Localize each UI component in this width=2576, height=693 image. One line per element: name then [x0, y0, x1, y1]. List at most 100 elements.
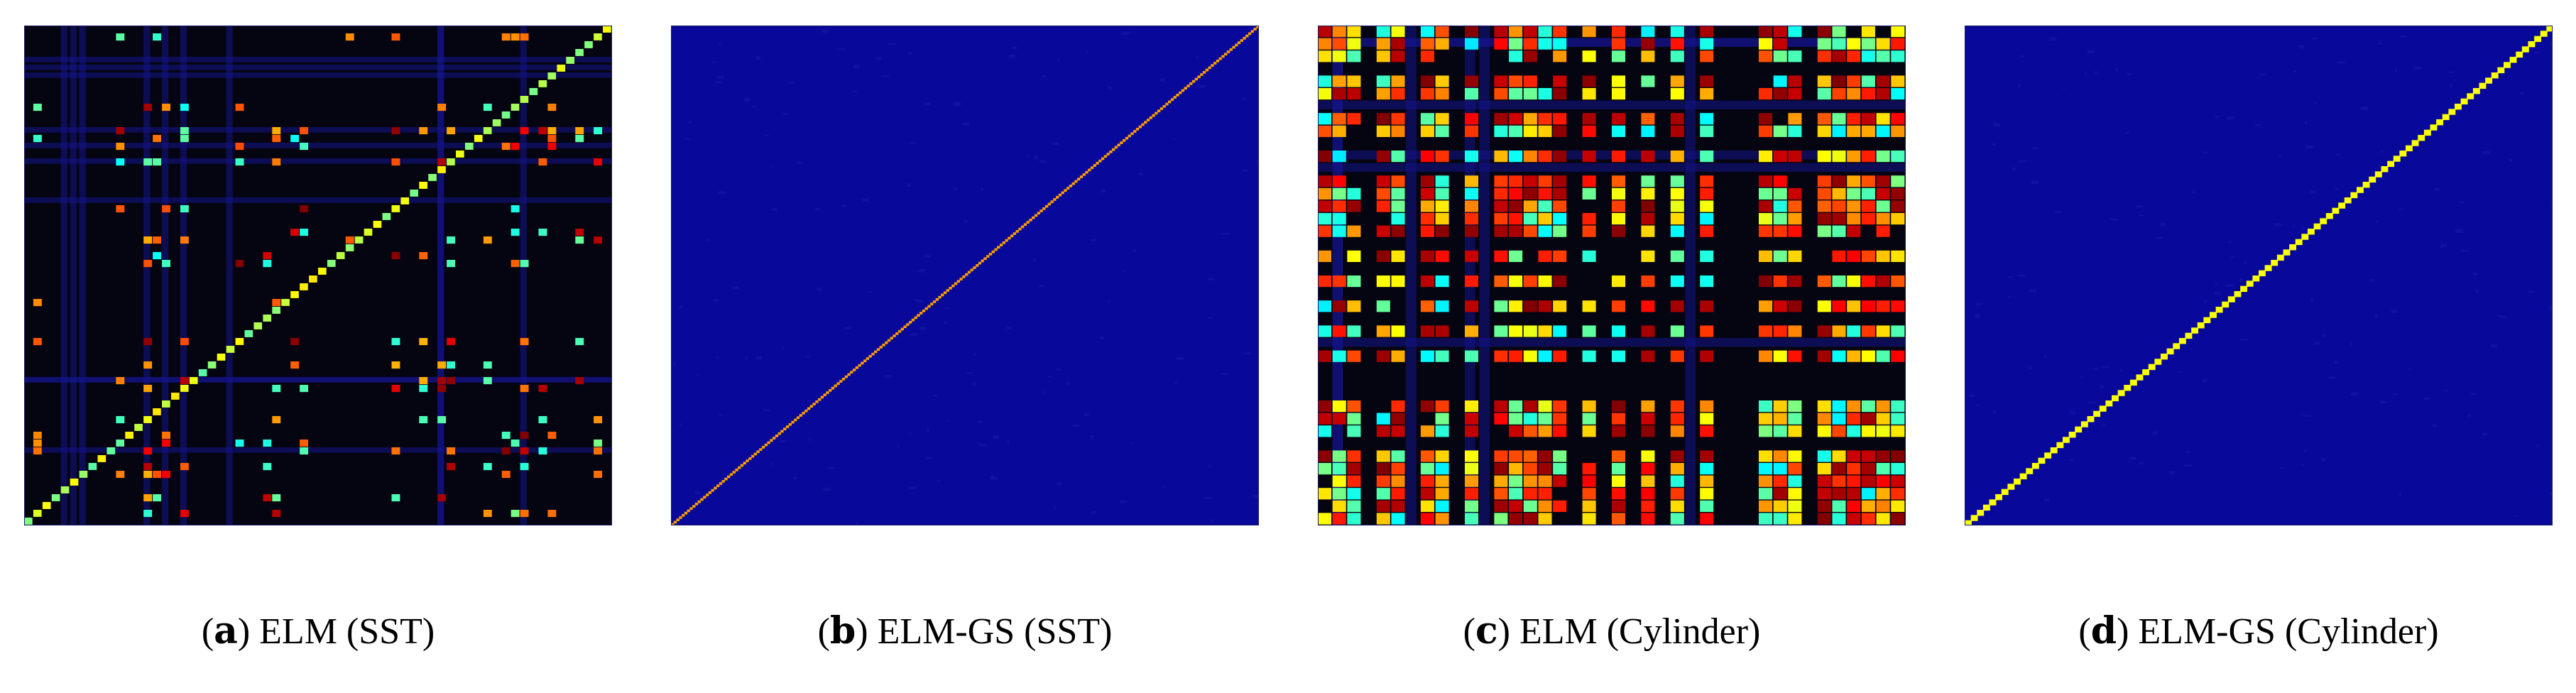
- heatmap-diagonal-cell: [2308, 229, 2315, 235]
- heatmap-cell: [1435, 350, 1449, 362]
- heatmap-cell: [1538, 151, 1552, 163]
- heatmap-cell: [1612, 125, 1626, 137]
- heatmap-cell: [1891, 187, 1905, 200]
- heatmap-cell: [1332, 500, 1346, 512]
- heatmap-cell: [1391, 325, 1405, 337]
- heatmap-diagonal-cell: [603, 26, 611, 33]
- heatmap-diagonal-cell: [711, 489, 714, 492]
- heatmap-cell: [1538, 38, 1552, 50]
- heatmap-diagonal-cell: [1010, 234, 1014, 238]
- heatmap-cell: [1876, 450, 1890, 462]
- heatmap-texture: [1007, 440, 1010, 443]
- heatmap-cell: [1773, 250, 1787, 262]
- heatmap-cell: [419, 127, 428, 135]
- heatmap-cell: [1376, 26, 1390, 38]
- heatmap-cell: [1891, 50, 1905, 62]
- heatmap-cell: [1832, 151, 1846, 163]
- heatmap-texture: [2228, 241, 2231, 244]
- heatmap-stripe: [1318, 163, 1906, 172]
- heatmap-diagonal-cell: [807, 407, 811, 410]
- heatmap-cell: [1788, 513, 1802, 525]
- heatmap-cell: [1523, 26, 1537, 38]
- heatmap-a-svg: [24, 26, 612, 525]
- heatmap-texture: [1086, 50, 1088, 54]
- heatmap-texture: [2337, 61, 2345, 64]
- heatmap-texture: [836, 48, 846, 50]
- heatmap-cell: [290, 361, 300, 369]
- heatmap-cell: [1420, 125, 1434, 137]
- heatmap-diagonal-cell: [970, 268, 973, 272]
- heatmap-cell: [1509, 500, 1523, 512]
- heatmap-texture: [910, 333, 918, 336]
- heatmap-texture: [2310, 298, 2314, 301]
- heatmap-texture: [756, 356, 762, 360]
- heatmap-cell: [1347, 187, 1361, 200]
- heatmap-cell: [1465, 300, 1479, 312]
- heatmap-cell: [1832, 175, 1846, 187]
- heatmap-cell: [1538, 450, 1552, 462]
- heatmap-texture: [706, 239, 711, 241]
- heatmap-cell: [1435, 488, 1449, 500]
- heatmap-cell: [1641, 151, 1655, 163]
- heatmap-cell: [153, 494, 162, 502]
- heatmap-cell: [116, 377, 125, 385]
- heatmap-cell: [1465, 125, 1479, 137]
- heatmap-cell: [1494, 513, 1508, 525]
- heatmap-cell: [447, 361, 456, 369]
- heatmap-texture: [2136, 206, 2143, 208]
- heatmap-diagonal-cell: [943, 291, 947, 295]
- heatmap-cell: [1876, 225, 1890, 237]
- heatmap-diagonal-cell: [2418, 135, 2425, 141]
- heatmap-diagonal-cell: [566, 57, 574, 64]
- heatmap-diagonal-cell: [2240, 285, 2248, 293]
- heatmap-diagonal-cell: [812, 403, 816, 405]
- heatmap-texture: [2080, 376, 2083, 378]
- heatmap-cell: [1700, 113, 1714, 125]
- heatmap-cell: [1347, 75, 1361, 87]
- heatmap-cell: [1435, 413, 1449, 425]
- heatmap-cell: [1553, 175, 1567, 187]
- heatmap-texture: [1056, 368, 1061, 371]
- heatmap-frame: [24, 26, 612, 525]
- heatmap-cell: [180, 338, 189, 346]
- heatmap-diagonal-cell: [538, 80, 547, 87]
- heatmap-cell: [1861, 425, 1875, 437]
- heatmap-diagonal-cell: [930, 302, 934, 306]
- heatmap-diagonal-cell: [1179, 91, 1182, 94]
- heatmap-texture: [1256, 160, 1259, 163]
- heatmap-cell: [1876, 75, 1890, 87]
- heatmap-diagonal-cell: [1970, 515, 1978, 521]
- heatmap-diagonal-cell: [1015, 230, 1019, 233]
- heatmap-diagonal-cell: [2271, 260, 2278, 266]
- heatmap-cell: [1465, 500, 1479, 512]
- heatmap-diagonal-cell: [773, 437, 776, 440]
- heatmap-diagonal-cell: [1224, 53, 1228, 56]
- heatmap-cell: [1759, 175, 1773, 187]
- heatmap-diagonal-cell: [2350, 192, 2358, 199]
- heatmap-cell: [391, 33, 400, 41]
- heatmap-cell: [1847, 75, 1861, 87]
- heatmap-cell: [1376, 225, 1390, 237]
- heatmap-diagonal-cell: [2252, 275, 2260, 282]
- heatmap-cell: [1891, 425, 1905, 437]
- heatmap-diagonal-cell: [336, 252, 345, 259]
- heatmap-cell: [1318, 513, 1332, 525]
- heatmap-texture: [2215, 115, 2220, 118]
- heatmap-cell: [1523, 463, 1537, 475]
- heatmap-cell: [1582, 151, 1596, 163]
- heatmap-cell: [1465, 151, 1479, 163]
- heatmap-cell: [1376, 125, 1390, 137]
- heatmap-diagonal-cell: [2540, 31, 2548, 37]
- heatmap-diagonal-cell: [1157, 109, 1161, 113]
- heatmap-cell: [1670, 38, 1684, 50]
- heatmap-stripe: [24, 197, 612, 203]
- heatmap-texture: [2279, 466, 2284, 469]
- heatmap-texture: [908, 486, 917, 489]
- heatmap-cell: [162, 205, 170, 213]
- heatmap-texture: [2225, 284, 2234, 287]
- heatmap-cell: [1318, 413, 1332, 425]
- heatmap-texture: [2007, 276, 2014, 278]
- heatmap-cell: [1376, 250, 1390, 262]
- heatmap-diagonal-cell: [1125, 136, 1129, 140]
- heatmap-cell: [1832, 113, 1846, 125]
